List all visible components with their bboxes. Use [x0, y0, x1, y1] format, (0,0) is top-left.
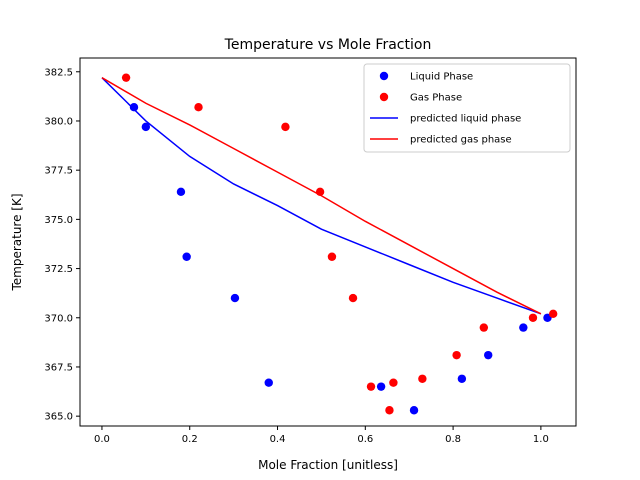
gas-phase-point — [348, 293, 358, 303]
liquid-phase-point — [457, 374, 467, 383]
plot-frame — [79, 57, 577, 427]
liquid-phase-point — [409, 406, 419, 415]
gas-phase-point — [389, 378, 398, 387]
y-axis-label: Temperature [K] — [10, 193, 24, 291]
x-axis: 0.0 0.2 0.4 0.6 0.8 1.0 — [94, 426, 549, 445]
chart-title: Temperature vs Mole Fraction — [224, 37, 432, 53]
gas-phase-point — [315, 187, 325, 197]
gas-phase-point — [281, 122, 290, 132]
legend: Liquid Phase Gas Phase predicted liquid ph… — [363, 63, 571, 153]
gas-phase-point — [121, 73, 131, 82]
x-axis-label: Mole Fraction [unitless] — [258, 458, 398, 472]
y-tick-label: 382.5 — [44, 67, 73, 78]
liquid-phase-point — [264, 378, 273, 387]
x-tick-label: 0.2 — [182, 434, 198, 445]
x-tick-label: 0.0 — [94, 434, 110, 445]
series-points — [121, 73, 558, 415]
gas-phase-point — [366, 382, 376, 391]
gas-phase-point — [385, 406, 394, 415]
y-tick-label: 375.0 — [44, 215, 73, 226]
liquid-phase-point — [519, 323, 528, 332]
legend-box — [363, 63, 571, 153]
plot-area: 0.0 0.2 0.4 0.6 0.8 1.0 365.0367.5370.0372.53… — [44, 57, 577, 445]
x-tick-label: 0.4 — [270, 434, 286, 445]
legend-liquid-phase-swatch — [379, 71, 389, 81]
y-tick-label: 372.5 — [44, 264, 73, 275]
gas-phase-point — [528, 313, 538, 322]
legend-predicted-liquid-phase-label: predicted liquid phase — [410, 114, 521, 125]
y-tick-label: 365.0 — [44, 412, 73, 423]
gas-phase-point — [194, 102, 203, 112]
liquid-phase-point — [141, 122, 151, 132]
predicted-liquid-phase-line — [101, 77, 542, 315]
liquid-phase-point — [230, 293, 240, 303]
gas-phase-point — [479, 323, 489, 332]
liquid-phase-point — [129, 102, 139, 112]
x-tick-label: 0.8 — [445, 434, 461, 445]
x-tick-label: 1.0 — [533, 434, 549, 445]
y-tick-label: 370.0 — [44, 313, 73, 324]
legend-gas-phase-swatch — [379, 92, 389, 102]
gas-phase-point — [452, 350, 461, 360]
y-tick-label: 377.5 — [44, 166, 73, 177]
y-axis: 365.0 367.5 370.0 372.5 375.0 377.5 380.0 382.5 — [44, 67, 80, 423]
gas-phase-point — [548, 309, 558, 319]
y-tick-label: 380.0 — [44, 116, 73, 127]
liquid-phase-point — [182, 252, 191, 261]
liquid-phase-point — [484, 350, 493, 360]
x-tick-label: 0.6 — [357, 434, 373, 445]
liquid-phase-point — [376, 382, 386, 391]
liquid-phase-point — [176, 187, 186, 197]
legend-gas-phase-label: Gas Phase — [410, 93, 462, 104]
legend-liquid-phase-label: Liquid Phase — [410, 72, 473, 83]
gas-phase-point — [327, 252, 337, 261]
y-tick-label: 367.5 — [44, 362, 73, 373]
legend-predicted-gas-phase-label: predicted gas phase — [410, 135, 512, 146]
gas-phase-point — [418, 374, 427, 383]
